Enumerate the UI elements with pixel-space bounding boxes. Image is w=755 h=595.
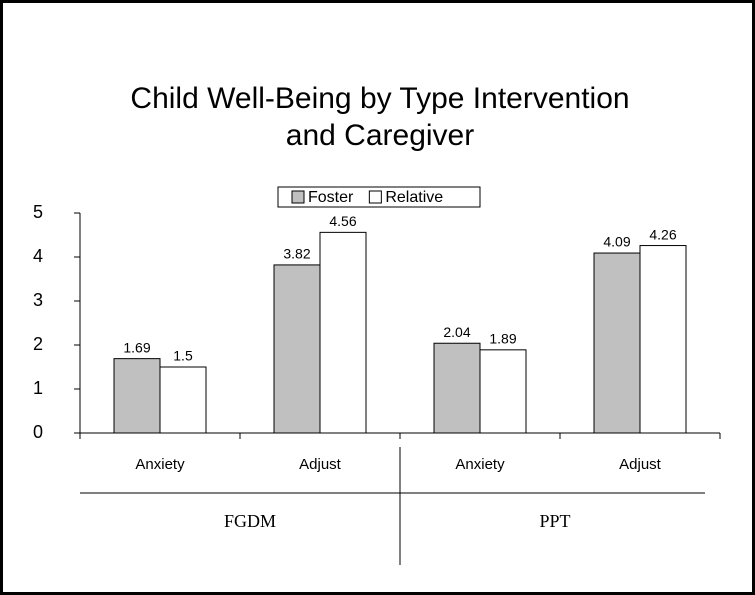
y-tick-label: 1 — [33, 378, 43, 398]
bar — [593, 252, 641, 434]
legend-label: Foster — [308, 189, 354, 206]
y-tick-label: 3 — [33, 290, 43, 310]
y-tick-label: 5 — [33, 202, 43, 222]
data-label: 1.5 — [173, 348, 193, 364]
data-label: 4.56 — [329, 213, 356, 229]
data-label: 1.69 — [123, 339, 150, 355]
data-label: 2.04 — [443, 324, 470, 340]
y-tick-label: 2 — [33, 334, 43, 354]
data-label: 4.09 — [603, 234, 630, 250]
bar — [479, 349, 527, 434]
x-tick-label: Anxiety — [135, 456, 185, 473]
data-label: 4.26 — [649, 226, 676, 242]
bar — [319, 231, 367, 434]
data-label: 1.89 — [489, 331, 516, 347]
chart-title: Child Well-Being by Type Intervention and… — [130, 82, 629, 152]
group-label: PPT — [539, 511, 570, 531]
data-label: 3.82 — [283, 246, 310, 262]
bar — [113, 358, 161, 434]
x-tick-label: Adjust — [619, 456, 662, 473]
bar — [433, 342, 481, 434]
legend-swatch — [291, 190, 305, 204]
bar — [159, 366, 207, 434]
y-tick-label: 0 — [33, 422, 43, 442]
bar — [273, 264, 321, 434]
bar — [639, 245, 687, 434]
y-tick-label: 4 — [33, 246, 43, 266]
legend-label: Relative — [385, 189, 443, 206]
x-tick-label: Adjust — [299, 456, 342, 473]
legend-swatch — [368, 190, 382, 204]
x-tick-label: Anxiety — [455, 456, 505, 473]
group-label: FGDM — [224, 511, 276, 531]
